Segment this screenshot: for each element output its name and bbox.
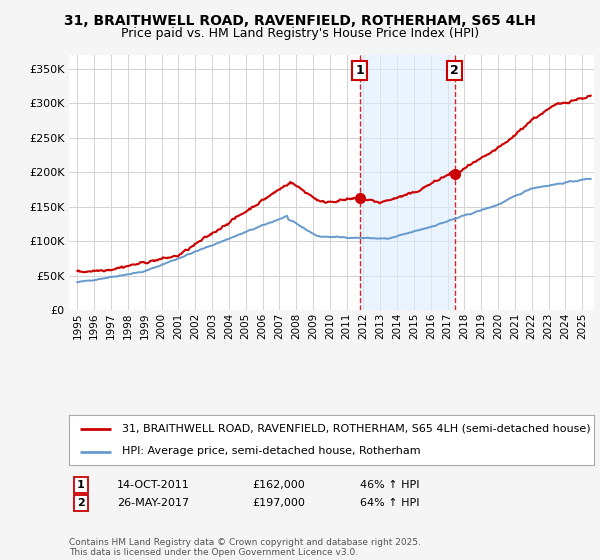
Text: HPI: Average price, semi-detached house, Rotherham: HPI: Average price, semi-detached house,… [121,446,420,456]
Text: £197,000: £197,000 [252,498,305,508]
Text: 1: 1 [356,64,364,77]
Text: £162,000: £162,000 [252,480,305,490]
Text: 1: 1 [77,480,85,490]
Text: 46% ↑ HPI: 46% ↑ HPI [360,480,419,490]
Text: 31, BRAITHWELL ROAD, RAVENFIELD, ROTHERHAM, S65 4LH: 31, BRAITHWELL ROAD, RAVENFIELD, ROTHERH… [64,14,536,28]
Text: 64% ↑ HPI: 64% ↑ HPI [360,498,419,508]
Text: 2: 2 [77,498,85,508]
Text: 26-MAY-2017: 26-MAY-2017 [117,498,189,508]
Text: Contains HM Land Registry data © Crown copyright and database right 2025.
This d: Contains HM Land Registry data © Crown c… [69,538,421,557]
Text: 2: 2 [450,64,459,77]
Text: 31, BRAITHWELL ROAD, RAVENFIELD, ROTHERHAM, S65 4LH (semi-detached house): 31, BRAITHWELL ROAD, RAVENFIELD, ROTHERH… [121,423,590,433]
Text: 14-OCT-2011: 14-OCT-2011 [117,480,190,490]
Bar [360,55,455,310]
Text: Price paid vs. HM Land Registry's House Price Index (HPI): Price paid vs. HM Land Registry's House … [121,27,479,40]
